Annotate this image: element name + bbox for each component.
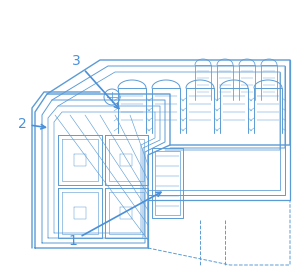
Text: 1: 1 bbox=[68, 192, 161, 248]
Text: 2: 2 bbox=[18, 117, 45, 131]
Text: 3: 3 bbox=[72, 54, 119, 109]
